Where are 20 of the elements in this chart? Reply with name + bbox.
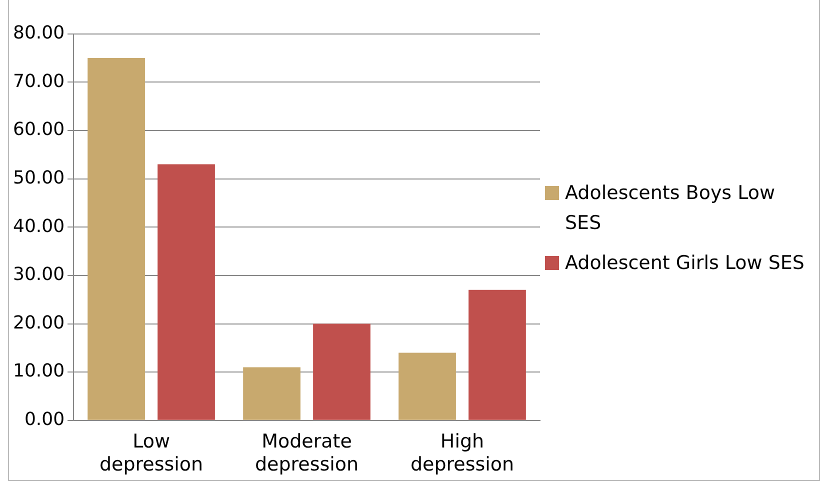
bar	[313, 324, 370, 420]
x-tick-label: Moderate depression	[254, 430, 359, 476]
bar	[468, 290, 526, 420]
bar	[158, 164, 215, 420]
y-tick-label: 10.00	[13, 360, 65, 382]
y-tick-label: 20.00	[13, 312, 65, 334]
y-tick-label: 40.00	[13, 216, 65, 237]
bar	[398, 352, 456, 420]
y-tick-label: 60.00	[13, 119, 65, 140]
y-tick-label: 0.00	[24, 409, 65, 430]
x-tick-label: High depression	[410, 430, 514, 476]
legend-label: Adolescent Girls Low SES	[565, 251, 804, 276]
y-tick-label: 50.00	[13, 167, 65, 188]
y-tick-label: 70.00	[13, 70, 65, 92]
y-tick-label: 30.00	[13, 264, 65, 286]
x-tick-label: Low depression	[99, 430, 204, 476]
y-tick-label: 80.00	[13, 22, 65, 44]
bar	[88, 58, 145, 420]
legend-label: Adolescents Boys Low SES	[565, 181, 776, 236]
bar	[243, 367, 300, 420]
